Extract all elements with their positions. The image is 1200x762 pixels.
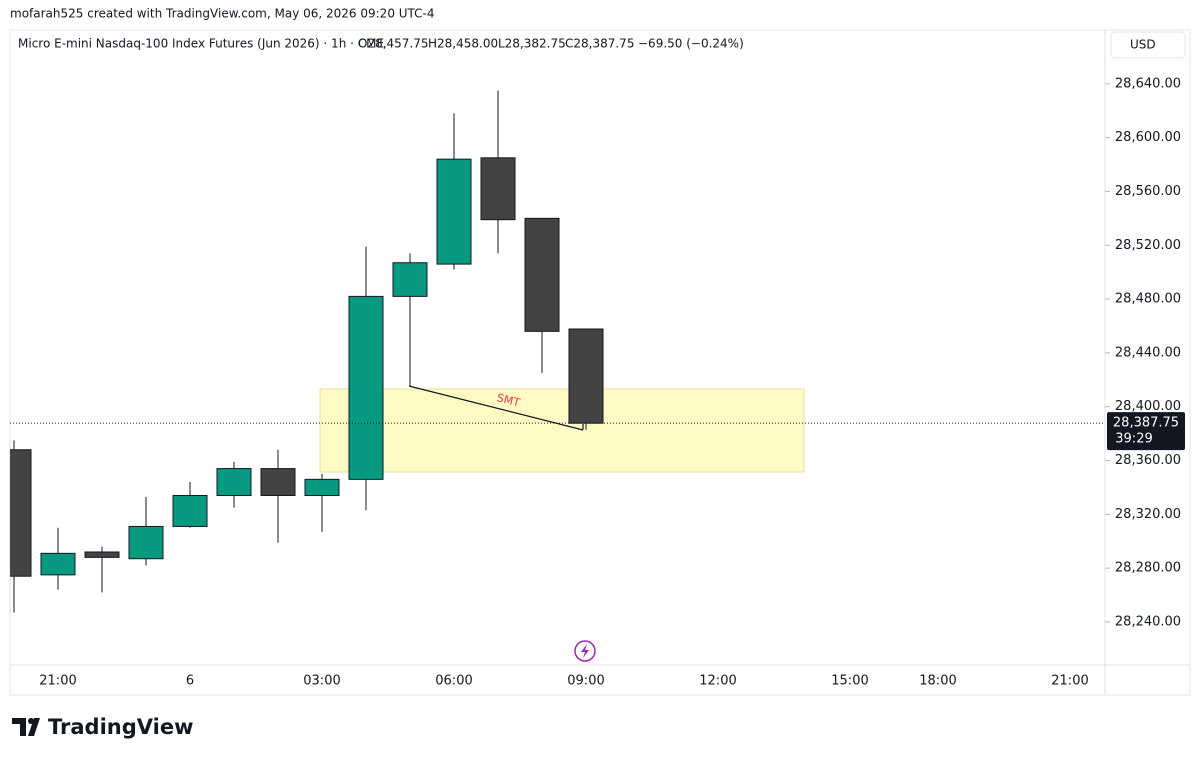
currency[interactable]: USD: [1130, 38, 1156, 52]
plot-area: [10, 90, 805, 613]
x-tick-label: 06:00: [435, 674, 472, 689]
candle-body: [260, 468, 296, 496]
y-tick-label: 28,520.00: [1115, 238, 1181, 253]
smt-label: SMT: [496, 391, 522, 409]
candle-body: [172, 494, 208, 527]
y-tick-label: 28,480.00: [1115, 292, 1181, 307]
header-open: O28,457.75: [358, 37, 429, 51]
header-close: C28,387.75: [565, 37, 634, 51]
y-tick-label: 28,280.00: [1115, 561, 1181, 576]
x-tick-label: 21:00: [1051, 674, 1088, 689]
candle-body: [392, 262, 428, 297]
zone: [319, 388, 805, 473]
header: Micro E-mini Nasdaq-100 Index Futures (J…: [18, 37, 744, 51]
x-tick-label: 21:00: [39, 674, 76, 689]
x-tick-label: 03:00: [303, 674, 340, 689]
y-tick-label: 28,560.00: [1115, 184, 1181, 199]
header-low: L28,382.75: [498, 37, 566, 51]
last-price-box: [1107, 412, 1185, 451]
logo: TradingView: [12, 715, 193, 739]
y-tick-label: 28,600.00: [1115, 130, 1181, 145]
brand: TradingView: [48, 715, 193, 739]
candle-body: [10, 449, 32, 577]
credit: mofarah525 created with TradingView.com,…: [10, 7, 435, 21]
candle-body: [216, 468, 252, 496]
candle-body: [304, 478, 340, 496]
currency-button[interactable]: [1110, 31, 1186, 59]
x-tick-label: 6: [186, 674, 194, 689]
candle-body: [524, 217, 560, 332]
header-change: −69.50 (−0.24%): [638, 37, 744, 51]
x-tick-label: 09:00: [567, 674, 604, 689]
smt-line: [408, 385, 584, 431]
symbol-title: Micro E-mini Nasdaq-100 Index Futures (J…: [18, 37, 384, 51]
candle-body: [436, 158, 472, 265]
candle-body: [84, 551, 120, 558]
candle-body: [128, 525, 164, 560]
x-tick-label: 12:00: [699, 674, 736, 689]
y-tick-label: 28,360.00: [1115, 453, 1181, 468]
candle-body: [40, 552, 76, 576]
chart-frame: [9, 29, 1191, 696]
y-tick-label: 28,400.00: [1115, 399, 1181, 414]
last-price-label: 28,387.75: [1113, 416, 1179, 431]
y-tick-label: 28,640.00: [1115, 76, 1181, 91]
logo-dot: [28, 718, 34, 724]
candle-body: [348, 295, 384, 480]
x-tick-label: 18:00: [919, 674, 956, 689]
y-tick-label: 28,240.00: [1115, 614, 1181, 629]
event-bolt: [581, 644, 589, 658]
x-tick-label: 15:00: [831, 674, 868, 689]
countdown: 39:29: [1115, 432, 1152, 447]
header-high: H28,458.00: [428, 37, 498, 51]
candle-body: [480, 157, 516, 221]
y-tick-label: 28,440.00: [1115, 345, 1181, 360]
y-tick-label: 28,320.00: [1115, 507, 1181, 522]
candle-body: [568, 328, 604, 424]
logo-mark: [12, 718, 40, 736]
